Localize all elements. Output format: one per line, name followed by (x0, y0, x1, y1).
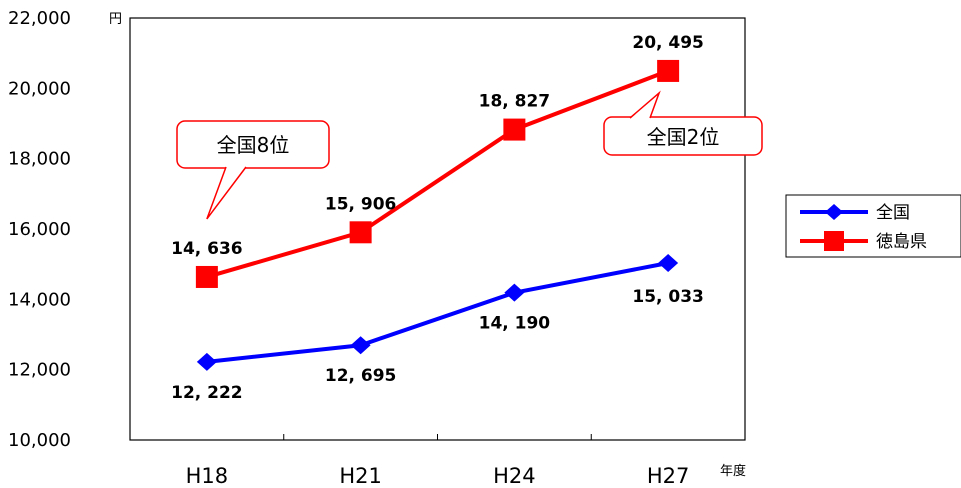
y-tick-label: 22,000 (8, 8, 71, 29)
callout-tail (206, 166, 247, 220)
legend-item-national: 全国 (800, 203, 910, 223)
x-tick-label: H24 (493, 464, 536, 488)
callouts: 全国8位 全国2位 (176, 90, 763, 220)
data-point-diamond (350, 336, 371, 355)
y-tick-label: 10,000 (8, 430, 71, 451)
data-point-square (503, 118, 526, 141)
y-axis: 10,000 12,000 14,000 16,000 18,000 20,000 22,0… (8, 8, 71, 451)
data-point-square (657, 59, 680, 82)
series-line-tokushima (206, 69, 669, 279)
y-tick-label: 12,000 (8, 360, 71, 381)
x-tick-label: H21 (339, 464, 382, 488)
data-point-diamond (196, 352, 217, 371)
callout-text: 全国8位 (217, 133, 290, 157)
data-label: 18, 827 (479, 92, 551, 112)
callout-text: 全国2位 (647, 125, 720, 149)
plot-area (129, 17, 746, 441)
y-tick-label: 18,000 (8, 149, 71, 170)
legend-item-tokushima: 徳島県 (800, 231, 927, 252)
data-label: 12, 222 (171, 383, 243, 403)
data-label: 14, 190 (479, 314, 551, 334)
callout-0: 全国8位 (176, 120, 330, 220)
series-line-national (206, 261, 669, 364)
legend-label: 全国 (876, 203, 910, 223)
data-label: 15, 906 (325, 194, 397, 214)
series-layer (195, 59, 680, 371)
data-labels: 12, 222 12, 695 14, 190 15, 033 14, 636 15, 9… (171, 33, 704, 403)
data-label: 14, 636 (171, 239, 243, 259)
data-label: 15, 033 (632, 287, 704, 307)
data-point-diamond (658, 254, 679, 273)
data-point-square (195, 265, 218, 288)
y-tick-label: 16,000 (8, 219, 71, 240)
x-tick-label: H18 (186, 464, 229, 488)
callout-box (176, 120, 330, 169)
x-tick-label: H27 (647, 464, 690, 488)
x-axis-unit: 年度 (720, 463, 746, 479)
legend-marker-diamond (825, 204, 843, 220)
x-axis: H18 H21 H24 H27 (186, 434, 690, 488)
data-point-square (349, 221, 372, 244)
legend-label: 徳島県 (876, 232, 927, 252)
y-axis-unit: 円 (109, 12, 122, 27)
callout-tail (629, 90, 661, 119)
callout-box (603, 116, 763, 156)
callout-1: 全国2位 (603, 90, 763, 156)
data-label: 12, 695 (325, 366, 397, 386)
legend-box (785, 194, 961, 258)
data-point-diamond (504, 283, 525, 302)
legend-marker-square (824, 231, 844, 251)
y-tick-label: 20,000 (8, 78, 71, 99)
y-tick-label: 14,000 (8, 289, 71, 310)
data-label: 20, 495 (632, 33, 704, 53)
